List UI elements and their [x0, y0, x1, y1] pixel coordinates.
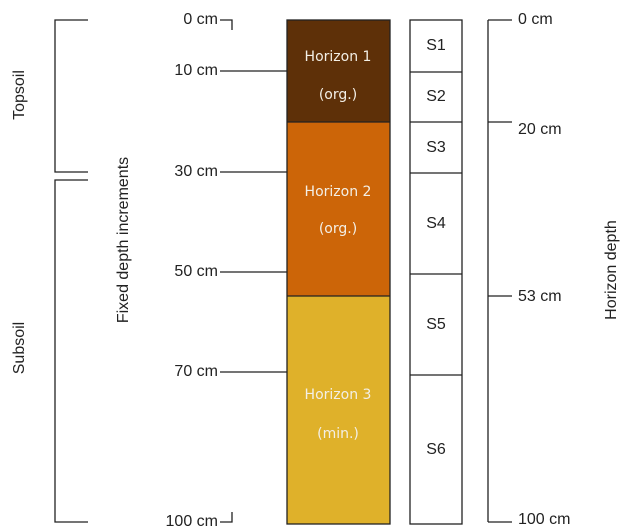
horizon-block	[287, 20, 390, 122]
scale-label: 0 cm	[518, 11, 553, 28]
depth-label: 100 cm	[166, 513, 218, 530]
sample-label: S1	[426, 37, 446, 54]
horizon-name: Horizon 2	[305, 184, 372, 200]
connector	[220, 19, 233, 30]
depth-label: 30 cm	[174, 163, 218, 180]
subsoil-bracket	[54, 179, 88, 523]
horizon-block	[287, 296, 390, 524]
topsoil-bracket	[54, 19, 88, 173]
horizon-kind: (org.)	[319, 87, 357, 103]
bracket-label: Topsoil	[11, 70, 28, 120]
horizon-name: Horizon 1	[305, 49, 372, 65]
sample-label: S4	[426, 215, 446, 232]
horizon-name: Horizon 3	[305, 387, 372, 403]
sample-frame	[409, 19, 463, 525]
depth-label: 70 cm	[174, 363, 218, 380]
depth-label: 0 cm	[183, 11, 218, 28]
sample-label: S6	[426, 441, 446, 458]
horizon-block	[287, 122, 390, 296]
scale-label: 20 cm	[518, 121, 562, 138]
column-frame	[286, 19, 391, 525]
horizon-kind: (org.)	[319, 221, 357, 237]
horizon-kind: (min.)	[317, 426, 359, 442]
bracket-label: Subsoil	[11, 322, 28, 374]
connector	[220, 512, 233, 523]
sample-label: S3	[426, 139, 446, 156]
scale-label: 100 cm	[518, 511, 570, 528]
scale-label: 53 cm	[518, 288, 562, 305]
depth-label: 10 cm	[174, 62, 218, 79]
axis-title: Fixed depth increments	[115, 157, 132, 323]
axis-title: Horizon depth	[603, 220, 620, 320]
sample-label: S5	[426, 316, 446, 333]
depth-label: 50 cm	[174, 263, 218, 280]
sample-label: S2	[426, 88, 446, 105]
